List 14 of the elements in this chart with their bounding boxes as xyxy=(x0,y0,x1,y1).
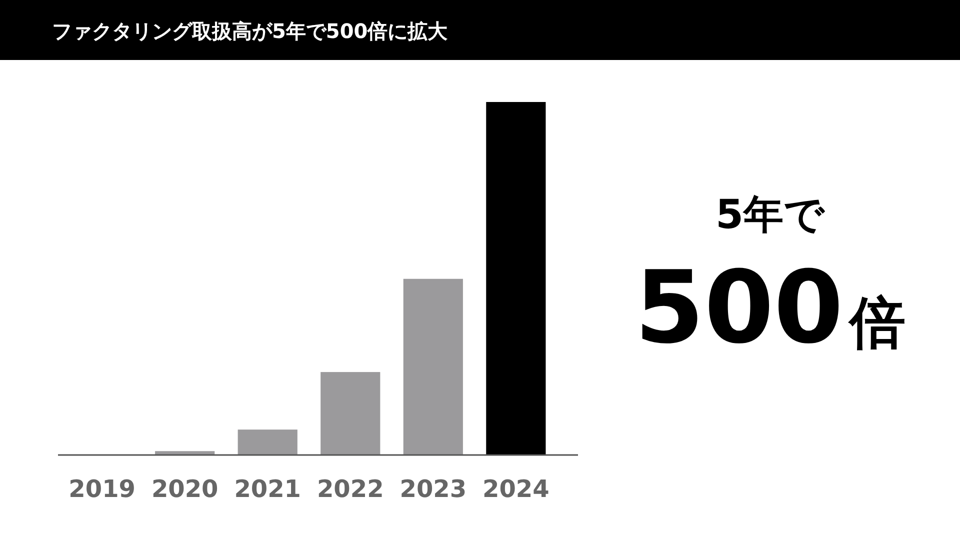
bar xyxy=(486,102,546,455)
text: 5年で xyxy=(716,192,826,238)
bar xyxy=(403,278,463,455)
x-tick-label: 2019 xyxy=(68,475,136,503)
bar xyxy=(238,430,298,455)
x-tick-label: 2024 xyxy=(482,475,550,503)
chart-title: ファクタリング取扱高が5年で500倍に拡大 xyxy=(52,19,449,43)
bar xyxy=(320,372,380,455)
x-tick-label: 2020 xyxy=(151,475,218,503)
text: 500倍 xyxy=(634,249,906,366)
x-tick-label: 2023 xyxy=(400,475,467,503)
bar xyxy=(155,451,215,455)
x-tick-label: 2022 xyxy=(316,475,384,503)
x-tick-label: 2021 xyxy=(234,475,302,503)
